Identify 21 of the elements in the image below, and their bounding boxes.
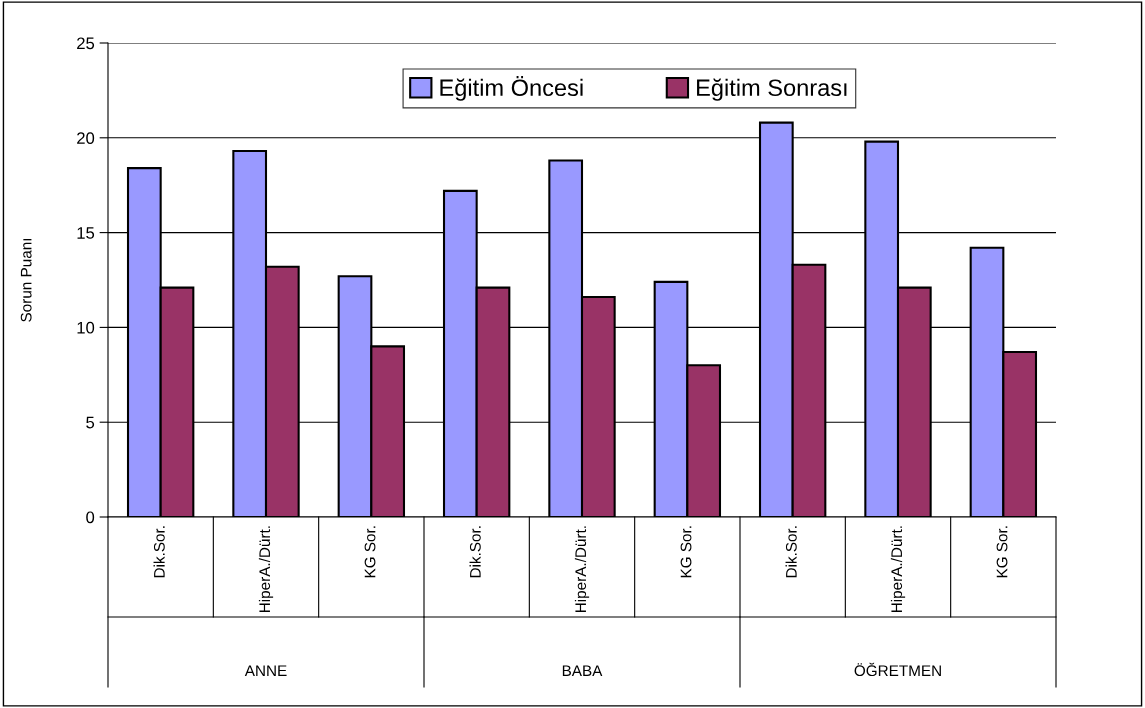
y-tick-label: 15 (77, 227, 95, 239)
y-tick-label: 25 (77, 37, 95, 50)
y-tick-label: 0 (86, 511, 95, 524)
x-tick-label: KG Sor. (680, 526, 692, 578)
text: ÖĞRETMEN (854, 662, 941, 677)
x-tick-label: Dik.Sor. (785, 526, 797, 578)
legend-label: Eğitim Sonrası (697, 78, 847, 101)
x-tick-label: Dik.Sor. (469, 526, 481, 578)
text: ANNE (244, 665, 287, 676)
y-tick-label: 5 (86, 416, 95, 429)
y-axis-title: Sorun Puanı (20, 238, 32, 322)
x-tick-label: HiperA./Dürt. (258, 526, 274, 613)
legend-label: Eğitim Öncesi (440, 76, 583, 101)
x-tick-label: KG Sor. (996, 526, 1008, 578)
x-tick-label: KG Sor. (364, 526, 376, 578)
text: BABA (562, 665, 603, 676)
y-tick-label: 10 (77, 321, 95, 334)
x-tick-label: HiperA./Dürt. (574, 526, 590, 613)
y-tick-label: 20 (77, 132, 95, 144)
x-tick-label: HiperA./Dürt. (890, 526, 906, 613)
x-tick-label: Dik.Sor. (153, 526, 165, 578)
